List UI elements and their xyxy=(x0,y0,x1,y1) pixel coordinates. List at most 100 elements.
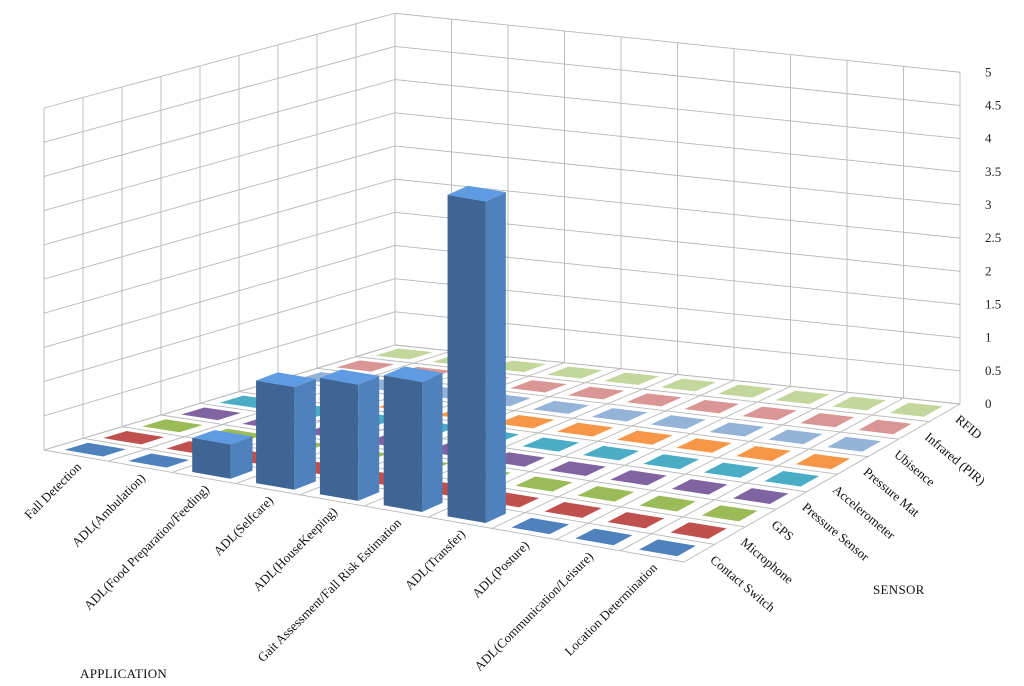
bar xyxy=(676,438,732,453)
bar-base xyxy=(532,400,590,414)
bar-base xyxy=(591,408,648,422)
z-tick-label: 0 xyxy=(985,396,992,411)
z-tick-label: 4 xyxy=(985,131,992,146)
bar-side xyxy=(485,192,506,524)
category-label: ADL(HouseKeeping) xyxy=(250,504,340,594)
bar xyxy=(795,453,851,470)
grid-line xyxy=(43,45,396,143)
bar xyxy=(670,522,727,539)
grid-line xyxy=(43,12,396,109)
bar xyxy=(546,366,603,379)
bar xyxy=(510,380,567,393)
bar xyxy=(577,486,635,502)
category-label: ADL(Communication/Leisure) xyxy=(471,549,596,674)
y-axis-title: SENSOR xyxy=(873,582,925,597)
bar-base xyxy=(709,422,765,437)
bar-top xyxy=(256,372,316,388)
bar xyxy=(447,185,506,524)
bar xyxy=(607,512,665,529)
bar xyxy=(522,437,580,452)
z-axis-ticks: 0 0.5 1 1.5 2 2.5 3 3.5 4 4.5 5 xyxy=(985,64,1001,411)
bar-base xyxy=(103,431,165,445)
bar xyxy=(575,528,633,546)
bar-base xyxy=(557,422,614,437)
bar-base xyxy=(733,488,789,504)
bar-base xyxy=(128,453,190,468)
grid-line xyxy=(43,112,396,212)
bar-base xyxy=(497,415,555,429)
bar-base xyxy=(703,462,760,478)
bar xyxy=(549,461,606,477)
category-label: ADL(Ambulation) xyxy=(69,470,149,550)
bar-base xyxy=(639,539,696,557)
bar xyxy=(736,446,791,461)
z-tick-label: 5 xyxy=(985,64,992,79)
z-tick-label: 3.5 xyxy=(985,164,1001,179)
bar-base xyxy=(546,366,603,379)
bar-base xyxy=(764,471,820,487)
bar xyxy=(671,479,728,495)
bar-base xyxy=(616,430,673,445)
bar xyxy=(610,470,667,486)
series-label: RFID xyxy=(953,412,985,443)
bars xyxy=(64,185,943,557)
z-tick-label: 2.5 xyxy=(985,230,1001,245)
bar xyxy=(319,369,380,501)
bar-side xyxy=(294,378,316,490)
grid-line xyxy=(491,385,791,529)
category-label: ADL(Food Preparation/Feeding) xyxy=(81,482,212,613)
z-tick-label: 2 xyxy=(985,263,992,278)
grid-line xyxy=(555,391,848,541)
bar-front xyxy=(319,377,359,501)
bar xyxy=(511,517,570,535)
bar xyxy=(616,430,673,445)
bar xyxy=(684,399,740,414)
bar-base xyxy=(795,453,851,470)
bar xyxy=(701,505,758,522)
grid-line xyxy=(43,344,396,451)
grid-line xyxy=(43,449,685,563)
bar-base xyxy=(736,446,791,461)
grid-line xyxy=(43,278,396,383)
bar-base xyxy=(643,454,700,470)
bar-base xyxy=(661,378,716,392)
grid-line xyxy=(619,397,904,552)
category-label: ADL(Selfcare) xyxy=(210,493,276,559)
category-label: ADL(Posture) xyxy=(469,538,532,601)
bar-side xyxy=(230,436,253,479)
bar xyxy=(532,400,590,414)
series-label: GPS xyxy=(769,517,797,544)
bar xyxy=(515,476,573,492)
bar-base xyxy=(718,384,773,398)
bar-base xyxy=(549,461,606,477)
grid-line xyxy=(683,403,961,563)
bar-base xyxy=(768,429,823,445)
z-tick-label: 1 xyxy=(985,330,992,345)
bar xyxy=(544,502,602,518)
bar xyxy=(383,366,443,512)
bar-base xyxy=(510,380,567,393)
bar xyxy=(889,402,943,417)
bar-base xyxy=(511,517,570,535)
category-label: Fall Detection xyxy=(21,459,84,522)
bar-base xyxy=(684,399,740,414)
bar-base xyxy=(336,360,395,372)
bar-base xyxy=(610,470,667,486)
bar xyxy=(568,386,625,400)
category-label: ADL(Transfer) xyxy=(402,526,468,592)
bar xyxy=(703,462,760,478)
category-label: Gait Assessment/Fall Risk Estimation xyxy=(254,515,404,665)
x-axis-title: APPLICATION xyxy=(80,666,167,681)
bar-top xyxy=(447,185,506,202)
bar-top xyxy=(319,369,380,385)
bar-base xyxy=(515,476,573,492)
grid-line xyxy=(43,79,396,177)
bar-base xyxy=(858,419,912,435)
bar-base xyxy=(670,522,727,539)
bar-front xyxy=(192,437,231,479)
bar-base xyxy=(575,528,633,546)
bar xyxy=(643,454,700,470)
bar xyxy=(375,348,433,360)
bar xyxy=(497,415,555,429)
